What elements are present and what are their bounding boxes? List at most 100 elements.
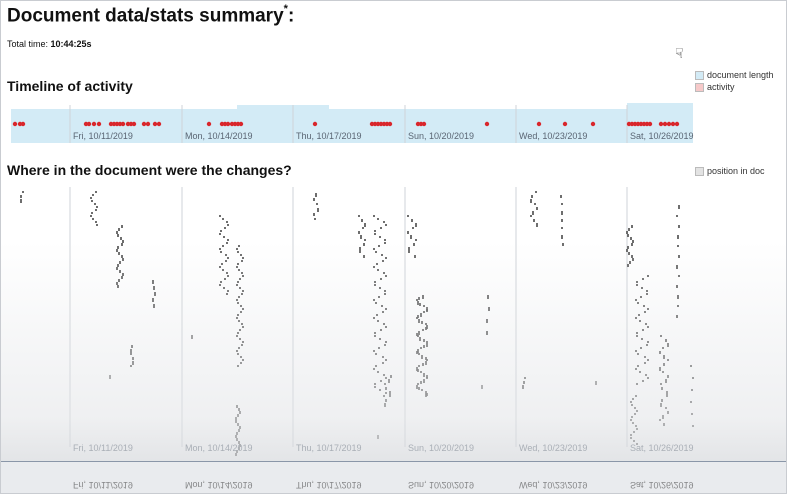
change-mark	[385, 377, 387, 379]
change-mark	[420, 313, 422, 317]
change-mark	[236, 405, 238, 408]
change-mark	[375, 353, 377, 355]
change-mark	[239, 287, 241, 289]
change-mark	[667, 359, 669, 361]
change-mark	[426, 377, 428, 379]
change-mark	[219, 233, 221, 235]
date-label: Thu, 10/17/2019	[296, 443, 362, 453]
reflection-svg: Fri, 10/11/2019 Mon, 10/14/2019 Thu, 10/17…	[73, 480, 694, 490]
change-mark	[121, 243, 123, 246]
change-mark	[390, 375, 392, 378]
change-mark	[237, 332, 239, 334]
change-mark	[153, 304, 155, 308]
change-mark	[219, 284, 221, 286]
change-mark	[640, 347, 642, 349]
change-mark	[382, 362, 384, 364]
activity-mark	[387, 121, 393, 127]
change-mark	[379, 389, 381, 391]
change-mark	[362, 227, 364, 229]
date-label: Fri, 10/11/2019	[73, 443, 133, 453]
change-mark	[384, 383, 386, 385]
title-suffix: :	[287, 5, 295, 27]
change-mark	[486, 319, 488, 323]
change-mark	[645, 323, 647, 325]
change-mark	[632, 258, 634, 261]
change-mark	[425, 361, 427, 365]
change-mark	[239, 278, 241, 280]
change-mark	[426, 343, 428, 347]
change-mark	[561, 203, 563, 205]
change-mark	[663, 363, 665, 366]
activity-mark	[670, 121, 676, 127]
reflected-date-labels: Fri, 10/11/2019 Mon, 10/14/2019 Thu, 10/17…	[1, 462, 786, 493]
change-mark	[117, 264, 119, 267]
change-mark	[227, 239, 229, 241]
change-mark	[118, 228, 120, 231]
change-mark	[412, 227, 414, 229]
change-mark	[363, 255, 365, 258]
change-mark	[236, 266, 238, 268]
activity-mark	[562, 121, 568, 127]
change-mark	[421, 355, 423, 359]
change-mark	[373, 368, 375, 370]
change-mark	[313, 213, 315, 216]
change-mark	[647, 308, 649, 310]
change-mark	[660, 335, 662, 337]
change-mark	[220, 281, 222, 283]
change-mark	[237, 314, 239, 316]
change-mark	[237, 302, 239, 304]
date-label: Thu, 10/17/2019	[296, 131, 362, 141]
change-mark	[630, 401, 632, 403]
change-mark	[120, 237, 122, 240]
change-mark	[419, 337, 421, 341]
change-mark	[364, 239, 366, 241]
change-mark	[421, 389, 423, 391]
change-mark	[667, 375, 669, 378]
change-mark	[316, 203, 318, 205]
activity-mark	[131, 121, 137, 127]
change-mark	[118, 252, 120, 255]
change-mark	[422, 329, 424, 331]
change-mark	[692, 377, 694, 379]
change-mark	[418, 353, 420, 355]
change-mark	[628, 228, 630, 231]
change-mark	[536, 223, 538, 227]
change-mark	[238, 269, 240, 271]
change-mark	[91, 212, 93, 214]
change-mark	[636, 284, 638, 286]
change-mark	[659, 367, 661, 371]
change-mark	[94, 203, 96, 205]
change-mark	[90, 215, 92, 217]
change-mark	[627, 264, 629, 267]
change-mark	[374, 332, 376, 334]
change-mark	[227, 257, 229, 259]
change-mark	[242, 359, 244, 361]
change-mark	[665, 407, 667, 409]
activity-mark	[647, 121, 653, 127]
change-mark	[642, 278, 644, 280]
change-mark	[227, 224, 229, 226]
change-mark	[377, 269, 379, 271]
reflected-date-label: Sun, 10/20/2019	[408, 480, 474, 490]
change-mark	[632, 240, 634, 243]
legend-label-activity: activity	[707, 82, 735, 92]
change-mark	[647, 326, 649, 328]
activity-mark	[658, 121, 664, 127]
change-mark	[646, 293, 648, 295]
change-mark	[419, 303, 421, 306]
change-mark	[378, 245, 380, 247]
change-mark	[152, 280, 154, 284]
change-mark	[373, 266, 375, 268]
change-mark	[130, 365, 132, 367]
change-mark	[659, 419, 661, 421]
change-mark	[242, 308, 244, 310]
change-mark	[634, 413, 636, 415]
change-mark	[317, 208, 319, 212]
change-mark	[374, 335, 376, 337]
change-mark	[417, 301, 419, 305]
total-time-value: 10:44:25s	[50, 39, 92, 49]
change-mark	[637, 365, 639, 367]
doc-length-area	[11, 109, 693, 143]
change-mark	[634, 407, 636, 409]
change-mark	[560, 195, 562, 198]
